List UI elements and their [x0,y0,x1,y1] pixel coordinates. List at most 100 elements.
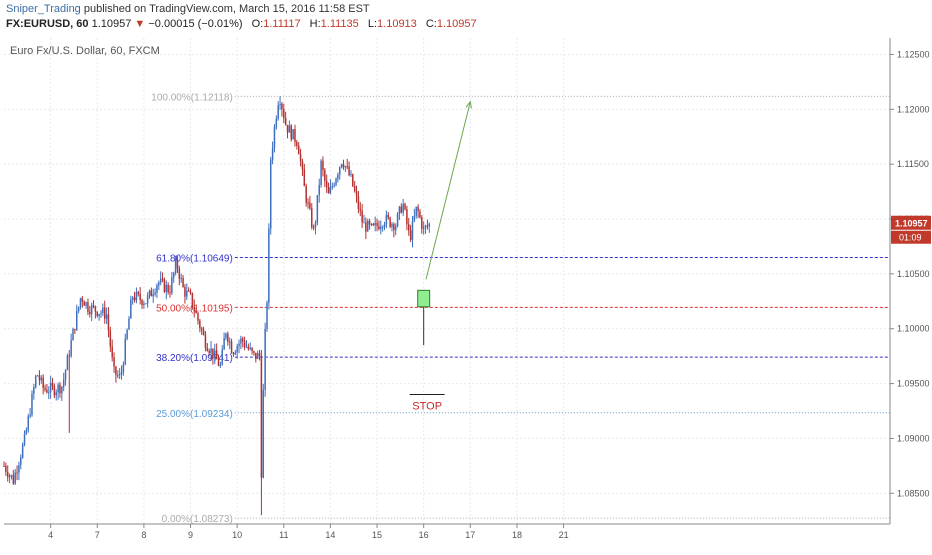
candle-body [25,429,28,434]
candle-body [393,224,395,231]
time-tick-label: 8 [141,530,146,540]
candle-body [255,352,257,359]
candle-body [329,186,332,194]
candle-body [87,302,89,312]
countdown-badge [891,230,931,244]
candle-body [49,382,52,393]
stop-label: STOP [412,401,442,413]
high-value: 1.11135 [320,18,359,30]
time-tick-label: 21 [559,530,569,540]
symbol-name[interactable]: FX:EURUSD, 60 [6,18,89,30]
candle-body [165,284,168,292]
candle-body [417,206,419,212]
candle-body [221,349,223,365]
candle-body [66,355,69,371]
candle-body [208,350,210,353]
price-badge [891,215,931,230]
candle-body [59,384,61,394]
candle-body [320,160,322,186]
candle-body [340,164,343,168]
candle-body [322,160,324,171]
chart-area[interactable]: 100.00%(1.12118)61.80%(1.10649)50.00%(1.… [0,34,932,555]
candle-body [325,180,328,188]
candle-body [286,124,289,133]
time-tick-label: 14 [325,530,335,540]
candle-body [251,347,253,352]
candle-body [42,377,44,389]
candle-body [324,170,326,181]
candle-body [83,301,85,306]
candle-body [422,227,425,229]
target-arrow[interactable] [425,101,471,280]
candle-body [130,299,132,319]
candle-body [61,386,63,394]
candle-body [44,388,46,390]
candle-body [139,293,141,301]
candle-body [111,346,113,358]
candle-body [240,338,242,344]
candle-body [296,141,298,146]
candle-body [92,305,95,307]
candle-body [391,224,393,227]
candle-body [344,166,347,168]
candle-body [189,291,192,293]
candle-body [57,384,59,393]
price-badge-label: 1.10957 [895,219,928,229]
candle-body [227,333,229,342]
price-chart[interactable]: 100.00%(1.12118)61.80%(1.10649)50.00%(1.… [0,34,932,550]
candle-body [385,214,388,225]
chart-header: Sniper_Trading published on TradingView.… [0,0,932,34]
candle-body [350,174,352,176]
price-tick-label: 1.09000 [897,433,930,443]
candle-body [366,220,369,232]
candle-body [62,379,65,387]
candle-body [146,295,149,304]
fib-level-label: 0.00%(1.08273) [162,514,233,525]
candle-body [159,278,162,283]
time-tick-label: 17 [465,530,475,540]
candle-body [335,178,337,186]
candle-body [413,215,416,221]
candle-body [152,294,154,297]
candle-body [115,366,117,376]
candle-body [40,377,43,381]
grid-lines [4,38,890,524]
time-tick-label: 18 [512,530,522,540]
price-tick-label: 1.10000 [897,324,930,334]
candle-body [230,341,233,354]
candles-layer [3,96,431,516]
candle-body [277,105,279,119]
candle-body [20,457,22,466]
candle-body [338,167,341,175]
candle-body [389,217,391,227]
candle-body [269,159,272,229]
candle-body [238,343,240,347]
candle-body [297,145,300,155]
candle-body [12,475,15,484]
candle-body [72,328,74,341]
candle-body [96,311,99,317]
candle-body [365,222,367,232]
candle-body [217,359,220,366]
candle-body [301,161,304,170]
candle-body [102,307,104,313]
candle-body [342,164,345,168]
candle-body [243,341,246,347]
candle-body [284,118,287,125]
entry-candle[interactable] [417,289,431,308]
candle-body [374,222,376,226]
candle-body [186,290,188,297]
candle-body [292,129,294,140]
candle-body [197,313,199,321]
candle-body [133,297,136,301]
candle-body [46,389,48,393]
candle-body [223,337,225,350]
candle-body [77,306,80,312]
candle-body [225,333,227,338]
candle-body [31,393,33,416]
candle-body [311,208,313,228]
drawings-layer[interactable]: STOP [409,100,472,413]
candle-body [182,277,184,288]
author-link[interactable]: Sniper_Trading [6,3,81,15]
candle-body [303,169,306,187]
